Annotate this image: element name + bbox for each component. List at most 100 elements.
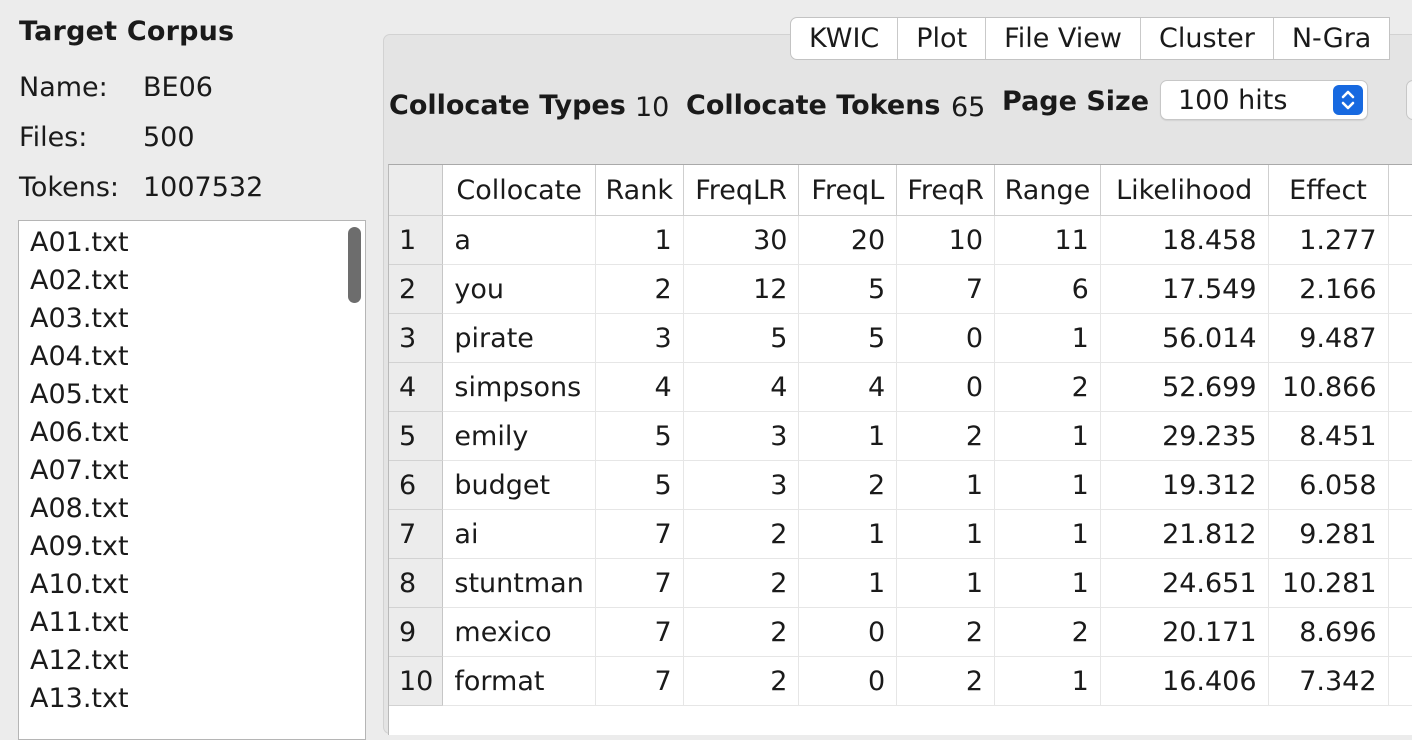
tab-cluster[interactable]: Cluster [1141, 18, 1274, 59]
file-list-item[interactable]: A03.txt [30, 303, 129, 334]
range-cell[interactable]: 1 [994, 656, 1101, 706]
rank-cell[interactable]: 7 [595, 607, 684, 657]
freql-cell[interactable]: 1 [798, 411, 898, 461]
file-list-item[interactable]: A10.txt [30, 569, 129, 600]
tab-plot[interactable]: Plot [898, 18, 987, 59]
collocate-cell[interactable]: simpsons [442, 362, 596, 412]
file-list-scrollbar[interactable] [348, 227, 361, 303]
file-list-item[interactable]: A08.txt [30, 493, 129, 524]
effect-cell[interactable]: 8.696 [1268, 607, 1389, 657]
table-row[interactable]: 6 budget 5 3 2 1 1 19.312 6.058 [389, 460, 1412, 510]
collocate-cell[interactable]: emily [442, 411, 596, 461]
file-list-item[interactable]: A09.txt [30, 531, 129, 562]
partial-control[interactable] [1406, 80, 1412, 120]
freql-cell[interactable]: 0 [798, 656, 898, 706]
freqr-cell[interactable]: 1 [896, 558, 996, 608]
table-row[interactable]: 8 stuntman 7 2 1 1 1 24.651 10.281 [389, 558, 1412, 608]
collocate-cell[interactable]: format [442, 656, 596, 706]
column-header-effect[interactable]: Effect [1268, 165, 1389, 216]
freqlr-cell[interactable]: 30 [683, 215, 800, 265]
freqlr-cell[interactable]: 12 [683, 264, 800, 314]
table-row[interactable]: 10 format 7 2 0 2 1 16.406 7.342 [389, 656, 1412, 706]
file-list-item[interactable]: A12.txt [30, 645, 129, 676]
range-cell[interactable]: 1 [994, 558, 1101, 608]
freqr-cell[interactable]: 2 [896, 656, 996, 706]
freql-cell[interactable]: 1 [798, 558, 898, 608]
range-cell[interactable]: 1 [994, 411, 1101, 461]
tab-kwic[interactable]: KWIC [791, 18, 899, 59]
effect-cell[interactable]: 2.166 [1268, 264, 1389, 314]
file-list-item[interactable]: A01.txt [30, 227, 129, 258]
file-list-item[interactable]: A07.txt [30, 455, 129, 486]
range-cell[interactable]: 1 [994, 460, 1101, 510]
freqlr-cell[interactable]: 2 [683, 558, 800, 608]
effect-cell[interactable]: 1.277 [1268, 215, 1389, 265]
likelihood-cell[interactable]: 24.651 [1100, 558, 1269, 608]
freql-cell[interactable]: 5 [798, 313, 898, 363]
table-row[interactable]: 5 emily 5 3 1 2 1 29.235 8.451 [389, 411, 1412, 461]
rank-cell[interactable]: 5 [595, 460, 684, 510]
rank-cell[interactable]: 7 [595, 509, 684, 559]
table-row[interactable]: 4 simpsons 4 4 4 0 2 52.699 10.866 [389, 362, 1412, 412]
freqlr-cell[interactable]: 2 [683, 509, 800, 559]
freql-cell[interactable]: 0 [798, 607, 898, 657]
freqlr-cell[interactable]: 2 [683, 656, 800, 706]
freqlr-cell[interactable]: 5 [683, 313, 800, 363]
collocate-cell[interactable]: a [442, 215, 596, 265]
effect-cell[interactable]: 10.281 [1268, 558, 1389, 608]
page-size-select[interactable]: 100 hits [1160, 80, 1368, 120]
freql-cell[interactable]: 1 [798, 509, 898, 559]
table-row[interactable]: 2 you 2 12 5 7 6 17.549 2.166 [389, 264, 1412, 314]
row-number-header[interactable] [389, 165, 444, 216]
freqr-cell[interactable]: 0 [896, 313, 996, 363]
table-row[interactable]: 1 a 1 30 20 10 11 18.458 1.277 [389, 215, 1412, 265]
collocate-cell[interactable]: budget [442, 460, 596, 510]
freql-cell[interactable]: 4 [798, 362, 898, 412]
column-header-rank[interactable]: Rank [595, 165, 684, 216]
corpus-file-list[interactable]: A01.txt A02.txt A03.txt A04.txt A05.txt … [18, 220, 366, 740]
column-header-freqr[interactable]: FreqR [896, 165, 996, 216]
effect-cell[interactable]: 7.342 [1268, 656, 1389, 706]
freqr-cell[interactable]: 7 [896, 264, 996, 314]
freqr-cell[interactable]: 2 [896, 411, 996, 461]
range-cell[interactable]: 1 [994, 313, 1101, 363]
column-header-freql[interactable]: FreqL [798, 165, 898, 216]
freqr-cell[interactable]: 1 [896, 460, 996, 510]
likelihood-cell[interactable]: 16.406 [1100, 656, 1269, 706]
file-list-item[interactable]: A05.txt [30, 379, 129, 410]
table-row[interactable]: 9 mexico 7 2 0 2 2 20.171 8.696 [389, 607, 1412, 657]
effect-cell[interactable]: 6.058 [1268, 460, 1389, 510]
rank-cell[interactable]: 7 [595, 558, 684, 608]
freqlr-cell[interactable]: 3 [683, 411, 800, 461]
likelihood-cell[interactable]: 17.549 [1100, 264, 1269, 314]
freqlr-cell[interactable]: 2 [683, 607, 800, 657]
column-header-freqlr[interactable]: FreqLR [683, 165, 800, 216]
freqlr-cell[interactable]: 4 [683, 362, 800, 412]
freql-cell[interactable]: 5 [798, 264, 898, 314]
likelihood-cell[interactable]: 18.458 [1100, 215, 1269, 265]
effect-cell[interactable]: 9.487 [1268, 313, 1389, 363]
freqr-cell[interactable]: 1 [896, 509, 996, 559]
effect-cell[interactable]: 9.281 [1268, 509, 1389, 559]
likelihood-cell[interactable]: 19.312 [1100, 460, 1269, 510]
file-list-item[interactable]: A02.txt [30, 265, 129, 296]
rank-cell[interactable]: 1 [595, 215, 684, 265]
likelihood-cell[interactable]: 56.014 [1100, 313, 1269, 363]
range-cell[interactable]: 1 [994, 509, 1101, 559]
column-header-range[interactable]: Range [994, 165, 1101, 216]
rank-cell[interactable]: 2 [595, 264, 684, 314]
freql-cell[interactable]: 2 [798, 460, 898, 510]
range-cell[interactable]: 2 [994, 362, 1101, 412]
freqr-cell[interactable]: 2 [896, 607, 996, 657]
file-list-item[interactable]: A06.txt [30, 417, 129, 448]
file-list-item[interactable]: A13.txt [30, 683, 129, 714]
rank-cell[interactable]: 3 [595, 313, 684, 363]
likelihood-cell[interactable]: 21.812 [1100, 509, 1269, 559]
file-list-item[interactable]: A11.txt [30, 607, 129, 638]
freqr-cell[interactable]: 0 [896, 362, 996, 412]
column-header-likelihood[interactable]: Likelihood [1100, 165, 1269, 216]
likelihood-cell[interactable]: 20.171 [1100, 607, 1269, 657]
collocate-cell[interactable]: stuntman [442, 558, 596, 608]
range-cell[interactable]: 2 [994, 607, 1101, 657]
table-row[interactable]: 7 ai 7 2 1 1 1 21.812 9.281 [389, 509, 1412, 559]
